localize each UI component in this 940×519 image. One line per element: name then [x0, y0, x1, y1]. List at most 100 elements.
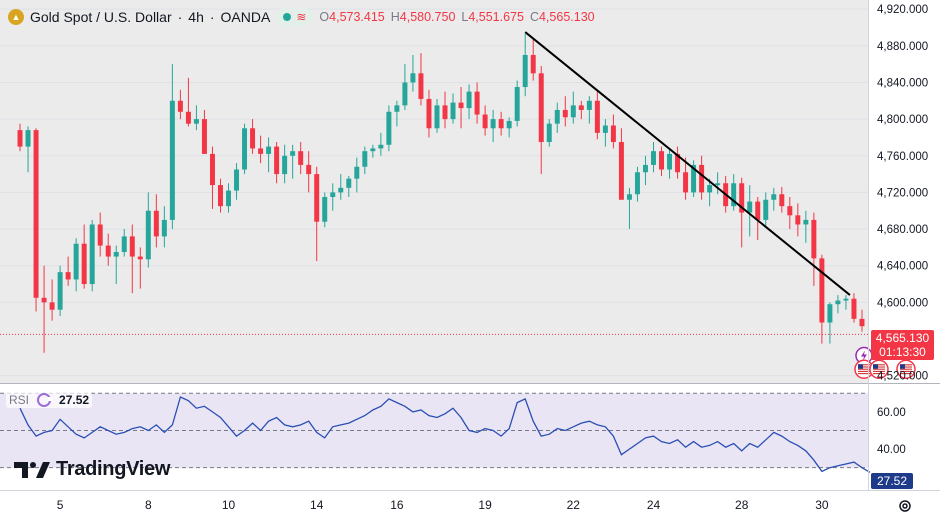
candle	[506, 117, 512, 138]
candle-body	[779, 194, 785, 207]
candle-body	[466, 91, 472, 109]
candle	[306, 151, 312, 193]
candle	[803, 210, 809, 243]
refresh-icon[interactable]	[37, 393, 53, 407]
candle	[642, 155, 648, 186]
candle	[859, 309, 865, 332]
flag-stripe	[899, 370, 912, 372]
candle	[346, 175, 352, 197]
candle	[835, 295, 841, 314]
wave-icon: ≋	[296, 10, 307, 24]
candle-body	[618, 142, 624, 200]
time-axis[interactable]: 5 8 10 14 16 19 22 24 28 30	[57, 498, 829, 512]
candle-body	[234, 169, 240, 191]
candle	[578, 100, 584, 120]
candle-body	[65, 272, 71, 280]
time-axis-label: 22	[567, 498, 581, 512]
gear-icon[interactable]	[898, 499, 912, 513]
candle-body	[602, 125, 608, 133]
candle	[450, 93, 456, 124]
candle	[618, 128, 624, 200]
candle	[426, 89, 432, 138]
time-axis-label: 8	[145, 498, 152, 512]
candle	[659, 146, 664, 176]
candle-body	[386, 111, 392, 145]
candle	[234, 163, 240, 200]
candle-body	[274, 146, 280, 175]
candle	[185, 77, 191, 127]
candle-body	[330, 192, 336, 197]
candle-body	[458, 102, 464, 109]
candle	[667, 148, 673, 179]
candle	[418, 53, 424, 106]
tradingview-logo-text: TradingView	[56, 458, 171, 480]
candle-body	[266, 146, 272, 154]
market-status-pill[interactable]: ≋	[276, 8, 314, 26]
trendline[interactable]	[524, 31, 851, 296]
candle-body	[755, 201, 761, 220]
rsi-level-lines	[0, 392, 868, 469]
price-pane[interactable]	[0, 0, 868, 383]
candle	[626, 187, 632, 230]
candle-body	[642, 164, 648, 173]
time-axis-label: 28	[735, 498, 749, 512]
candle-body	[226, 190, 231, 207]
time-axis-label: 16	[390, 498, 404, 512]
candle	[282, 144, 288, 184]
candle-body	[49, 302, 55, 310]
candle-body	[113, 251, 119, 257]
candle-body	[218, 185, 223, 207]
candle-body	[474, 91, 480, 115]
candle	[137, 247, 143, 289]
candle	[218, 178, 223, 213]
candle-body	[442, 105, 448, 120]
candle-body	[803, 219, 809, 225]
candle-body	[290, 151, 296, 156]
symbol-header: ▲ Gold Spot / U.S. Dollar · 4h · OANDA ≋…	[8, 7, 595, 27]
candle-body	[530, 54, 536, 74]
us-flag-icon	[896, 359, 916, 380]
tradingview-logo[interactable]: TradingView	[14, 458, 170, 481]
candle	[161, 206, 167, 248]
candle	[811, 212, 817, 286]
us-flag-icon	[869, 359, 889, 380]
candle	[41, 265, 47, 353]
candle-body	[97, 224, 103, 246]
price-axis-label: 4,720.000	[877, 187, 928, 199]
candle-body	[250, 128, 256, 149]
candle	[97, 212, 103, 257]
candle-body	[490, 119, 496, 129]
candle	[843, 295, 849, 310]
flag-stripe	[857, 366, 870, 368]
candle-body	[73, 243, 79, 280]
candle-body	[185, 111, 191, 124]
candle-body	[209, 153, 215, 186]
candle	[458, 87, 464, 129]
gold-coin-icon: ▲	[8, 9, 24, 25]
candle	[787, 196, 793, 230]
price-axis-label: 4,680.000	[877, 224, 928, 236]
flag-canton	[899, 364, 905, 369]
candle-body	[683, 172, 689, 193]
flag-stripe	[899, 364, 912, 366]
candle	[755, 196, 761, 241]
candle	[394, 100, 400, 127]
candle	[17, 123, 23, 152]
candles-layer[interactable]	[17, 33, 865, 353]
candle-body	[346, 178, 352, 188]
candle-body	[731, 183, 737, 207]
interval-label[interactable]: 4h	[188, 9, 204, 25]
candle-body	[771, 194, 777, 200]
rsi-axis[interactable]: 60.00 40.00	[877, 407, 906, 456]
candle-body	[787, 206, 793, 216]
symbol-name[interactable]: Gold Spot / U.S. Dollar	[30, 9, 172, 25]
price-axis-label: 4,600.000	[877, 297, 928, 309]
candle	[226, 183, 231, 213]
candle-body	[586, 100, 592, 110]
rsi-legend[interactable]: RSI 27.52	[6, 392, 93, 408]
candle-body	[193, 119, 199, 124]
rsi-axis-label: 60.00	[877, 407, 906, 419]
candle	[169, 64, 175, 230]
price-axis[interactable]: 4,920.000 4,880.000 4,840.000 4,800.000 4,76…	[877, 4, 928, 383]
